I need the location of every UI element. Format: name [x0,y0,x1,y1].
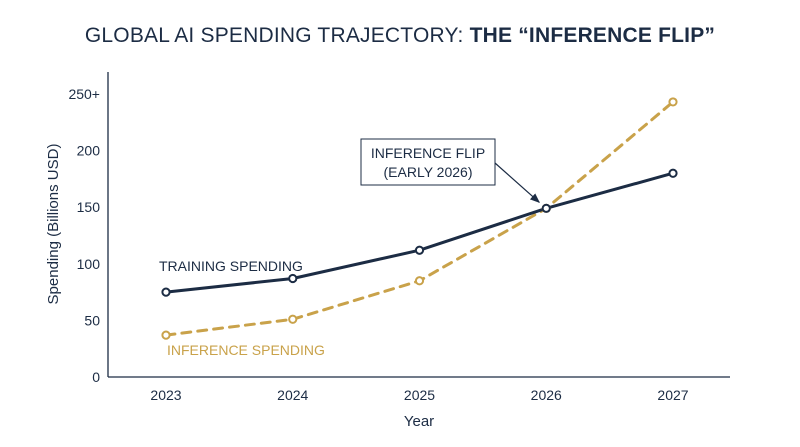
inference-flip-annotation: INFERENCE FLIP (EARLY 2026) [360,138,540,203]
x-tick-label: 2024 [277,387,308,403]
series-label-training: TRAINING SPENDING [159,258,303,274]
y-axis-label: Spending (Billions USD) [45,144,62,305]
y-tick-label: 150 [77,199,101,215]
data-point-training [541,203,551,213]
chart-title-main: GLOBAL AI SPENDING TRAJECTORY: [85,24,470,47]
data-point-inference [288,314,298,324]
x-axis-label: Year [404,413,434,430]
annotation-line-1: INFERENCE FLIP [371,145,485,161]
data-point-inference [668,97,678,107]
annotation-box [360,138,496,186]
x-tick-label: 2025 [404,387,435,403]
data-point-training [668,168,678,178]
y-tick-label: 200 [77,143,101,159]
y-tick-labels: 0 50 100 150 200 250+ [68,86,100,385]
data-point-training [414,245,425,255]
x-tick-labels: 2023 2024 2025 2026 2027 [150,387,688,403]
series-layer [161,97,678,340]
y-tick-label: 0 [92,369,100,385]
series-label-inference: INFERENCE SPENDING [167,342,325,358]
chart-title-emphasis: THE “INFERENCE FLIP” [470,24,716,47]
data-point-inference [414,276,425,286]
data-point-training [161,287,171,297]
chart-title: GLOBAL AI SPENDING TRAJECTORY: THE “INFE… [85,24,715,47]
x-tick-label: 2023 [150,387,181,403]
y-tick-label: 250+ [68,86,100,102]
data-point-inference [161,330,171,340]
series-line-inference [164,100,675,337]
annotation-arrow [494,162,540,203]
y-tick-label: 100 [77,256,101,272]
y-tick-label: 50 [84,312,100,328]
data-point-training [288,273,298,284]
annotation-line-2: (EARLY 2026) [384,164,473,180]
series-line-training [164,171,675,294]
x-tick-label: 2027 [657,387,688,403]
x-tick-label: 2026 [531,387,562,403]
